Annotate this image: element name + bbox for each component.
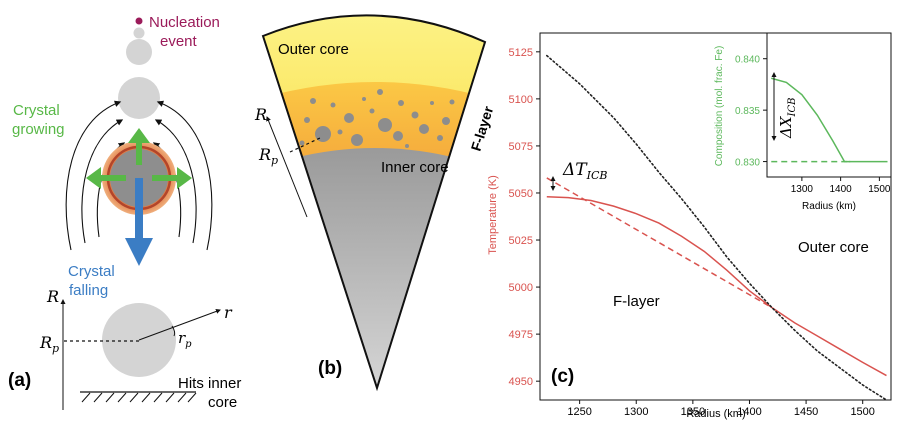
panel-c-label: (c) — [551, 366, 574, 387]
growing-label-2: growing — [12, 121, 65, 138]
f-layer-label: F-layer — [468, 104, 497, 153]
inset-xtick-label: 1500 — [868, 184, 891, 195]
main-xtick-label: 1450 — [794, 406, 818, 418]
b-axis-R-label: R — [254, 105, 267, 124]
inset-background — [767, 33, 891, 177]
b-axis-R-line — [266, 116, 308, 218]
main-xtick-label: 1350 — [681, 406, 705, 418]
falling-arrow — [125, 178, 153, 266]
b-axis-Rp-label: Rp — [258, 145, 278, 167]
main-ytick-label: 4975 — [509, 329, 533, 341]
inner-core-label: Inner core — [381, 159, 449, 176]
nucleation-label-1: Nucleation — [149, 14, 220, 31]
main-series-dashed-line — [546, 177, 773, 309]
inset-ytick-label: 0.830 — [735, 158, 760, 169]
nucleus-sphere-3 — [118, 77, 160, 119]
main-xtick-label: 1250 — [567, 406, 591, 418]
main-series-solid-line — [546, 195, 887, 377]
hits-label-1: Hits inner — [178, 375, 241, 392]
growth-arrows — [86, 128, 192, 189]
main-ytick-label: 5075 — [509, 141, 533, 153]
inset-xlabel: Radius (km) — [802, 201, 856, 212]
panel-a: Nucleation event Crystal — [8, 14, 241, 411]
main-series — [545, 54, 888, 401]
ground-hatch — [81, 392, 197, 403]
nucleation-label-2: event — [160, 33, 198, 50]
axis-r-label: r — [224, 303, 233, 322]
main-ytick-label: 5050 — [509, 188, 533, 200]
inner-core-region — [263, 148, 485, 388]
main-ylabel: Temperature (K) — [487, 175, 499, 254]
main-xtick-label: 1300 — [624, 406, 648, 418]
region-outer-core-label: Outer core — [798, 239, 869, 256]
delta-t-label: ΔTICB — [562, 160, 607, 182]
main-xtick-label: 1400 — [737, 406, 761, 418]
delta-x-label: ΔXICB — [777, 98, 798, 139]
panel-c: 1250 1300 1350 1400 1450 1500 4950 4975 5000 5025… — [487, 32, 892, 420]
wedge-outline — [261, 14, 487, 392]
axis-R-label: R — [46, 287, 59, 306]
nucleation-dot — [135, 17, 143, 25]
inset-plot-frame — [766, 32, 892, 178]
main-ytick-label: 5000 — [509, 282, 533, 294]
nucleus-sphere-1 — [133, 27, 145, 39]
panel-b-label: (b) — [318, 358, 342, 379]
f-layer-particles — [299, 89, 464, 148]
inset-series — [771, 77, 888, 163]
hits-label-2: core — [208, 394, 237, 411]
inset-ytick-label: 0.835 — [735, 106, 760, 117]
rp-arc — [171, 325, 176, 337]
inset-xtick-label: 1400 — [830, 184, 853, 195]
main-ticks: 1250 1300 1350 1400 1450 1500 4950 4975 5000 5025… — [509, 47, 875, 418]
main-xlabel: Radius (km) — [686, 408, 745, 420]
falling-label-1: Crystal — [68, 263, 115, 280]
panel-b: Outer core Inner core F-layer R Rp (b) — [254, 14, 497, 392]
main-ytick-label: 4950 — [509, 376, 533, 388]
inset-ticks: 1300 1400 1500 0.830 0.835 0.840 — [735, 55, 891, 195]
main-ytick-label: 5100 — [509, 94, 533, 106]
inset-xtick-label: 1300 — [791, 184, 814, 195]
axis-rp-label: rp — [178, 329, 192, 350]
nucleus-sphere-2 — [126, 39, 152, 65]
outer-core-label: Outer core — [278, 41, 349, 58]
falling-label-2: falling — [69, 282, 108, 299]
inset-ytick-label: 0.840 — [735, 55, 760, 66]
main-ytick-label: 5025 — [509, 235, 533, 247]
panel-a-label: (a) — [8, 370, 31, 391]
region-f-layer-label: F-layer — [613, 293, 660, 310]
inset-ylabel: Composition (mol. frac. Fe) — [714, 46, 725, 167]
main-plot-frame — [539, 32, 892, 401]
main-ytick-label: 5125 — [509, 47, 533, 59]
growing-label-1: Crystal — [13, 102, 60, 119]
axis-Rp-label: Rp — [39, 333, 59, 355]
radius-arrow — [138, 309, 221, 341]
main-xtick-label: 1500 — [850, 406, 874, 418]
main-series-dotted-line — [545, 54, 888, 401]
